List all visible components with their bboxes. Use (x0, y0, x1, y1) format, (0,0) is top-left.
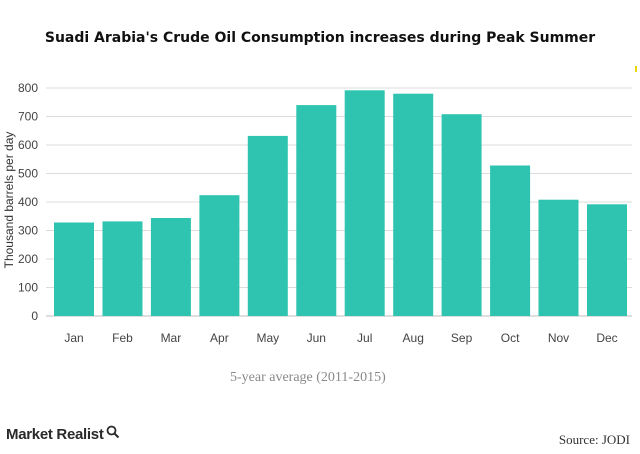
y-tick-label: 800 (18, 81, 38, 95)
grid-lines (46, 87, 632, 317)
bar-jan (54, 222, 94, 316)
bar-jul (344, 90, 385, 316)
bar-apr (199, 195, 240, 316)
y-tick-labels: 0 100 200 300 400 500 600 700 800 (18, 81, 38, 323)
x-tick-label: Mar (161, 331, 182, 345)
brand-logo: Market Realist (6, 425, 120, 443)
y-tick-label: 0 (31, 309, 38, 323)
x-tick-label: Oct (501, 331, 520, 345)
bar-jun (296, 105, 337, 316)
brand-name: Market Realist (6, 426, 104, 443)
x-tick-labels: Jan Feb Mar Apr May Jun Jul Aug Sep Oct Nov Dec (64, 331, 617, 345)
x-tick-label: Apr (210, 331, 229, 345)
y-tick-label: 400 (18, 195, 38, 209)
y-tick-label: 500 (18, 167, 38, 181)
bar-sep (441, 114, 482, 316)
bar-aug (393, 93, 434, 316)
y-tick-label: 200 (18, 252, 38, 266)
bar-oct (490, 165, 531, 316)
y-tick-label: 100 (18, 281, 38, 295)
x-tick-label: Dec (596, 331, 617, 345)
x-tick-label: Aug (403, 331, 424, 345)
x-tick-label: Feb (112, 331, 133, 345)
chart-title: Suadi Arabia's Crude Oil Consumption inc… (44, 30, 596, 46)
y-axis-label: Thousand barrels per day (2, 132, 16, 269)
bar-may (247, 135, 288, 316)
x-tick-label: Jul (357, 331, 372, 345)
corner-mark (635, 66, 637, 72)
magnifier-icon (106, 425, 119, 438)
bar-nov (538, 199, 579, 316)
x-tick-label: Jan (64, 331, 83, 345)
bar-mar (150, 218, 191, 316)
source-note: Source: JODI (558, 432, 630, 447)
bars (54, 90, 627, 316)
x-tick-label: Jun (307, 331, 326, 345)
bar-feb (102, 221, 143, 316)
x-tick-label: Nov (548, 331, 569, 345)
x-tick-label: May (256, 331, 279, 345)
y-tick-label: 300 (18, 224, 38, 238)
chart-caption: 5-year average (2011-2015) (230, 370, 386, 385)
x-tick-label: Sep (451, 331, 473, 345)
bar-dec (587, 204, 627, 316)
y-tick-label: 600 (18, 138, 38, 152)
y-tick-label: 700 (18, 110, 38, 124)
